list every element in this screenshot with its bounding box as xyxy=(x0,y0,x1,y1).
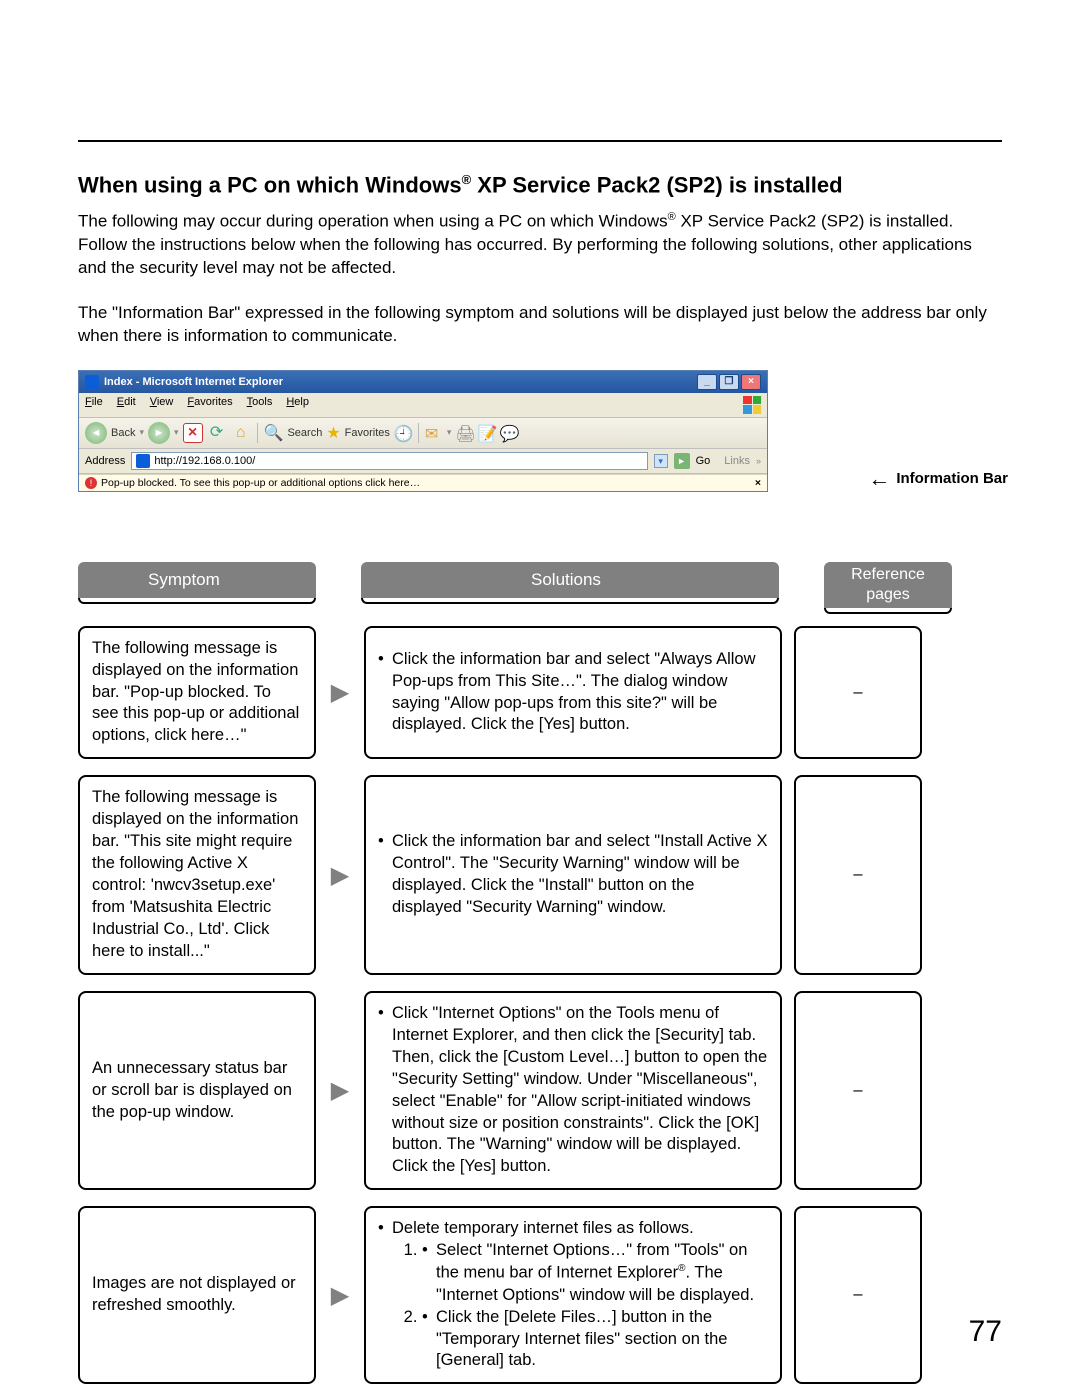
solution-cell: Delete temporary internet files as follo… xyxy=(364,1206,782,1384)
address-dropdown[interactable]: ▾ xyxy=(654,454,668,468)
favorites-label[interactable]: Favorites xyxy=(345,427,390,439)
back-button[interactable] xyxy=(85,422,107,444)
reference-cell: – xyxy=(794,1206,922,1384)
menu-favorites[interactable]: Favorites xyxy=(187,396,232,414)
links-label[interactable]: Links xyxy=(724,455,750,467)
reference-cell: – xyxy=(794,775,922,975)
ie-menubar: File Edit View Favorites Tools Help xyxy=(79,393,767,418)
info-bar-callout: Information Bar xyxy=(868,466,1008,492)
symptom-cell: The following message is displayed on th… xyxy=(78,626,316,760)
symptom-cell: The following message is displayed on th… xyxy=(78,775,316,975)
menu-view[interactable]: View xyxy=(150,396,174,414)
menu-edit[interactable]: Edit xyxy=(117,396,136,414)
symptom-cell: Images are not displayed or refreshed sm… xyxy=(78,1206,316,1384)
edit-icon[interactable]: 📝 xyxy=(477,424,495,442)
solution-cell: Click the information bar and select "Al… xyxy=(364,626,782,760)
solution-cell: Click the information bar and select "In… xyxy=(364,775,782,975)
page-number: 77 xyxy=(969,1315,1002,1349)
reference-cell: – xyxy=(794,626,922,760)
home-button[interactable]: ⌂ xyxy=(231,423,251,443)
minimize-button[interactable]: _ xyxy=(697,374,717,390)
print-icon[interactable]: 🖨 xyxy=(455,424,473,442)
reference-cell: – xyxy=(794,991,922,1191)
favorites-icon: ★ xyxy=(326,423,340,443)
symptom-cell: An unnecessary status bar or scroll bar … xyxy=(78,991,316,1191)
arrow-icon xyxy=(328,1206,352,1384)
maximize-button[interactable]: ❐ xyxy=(719,374,739,390)
ie-icon xyxy=(85,375,99,389)
go-label: Go xyxy=(696,455,711,467)
warning-icon: ! xyxy=(85,477,97,489)
table-row: Images are not displayed or refreshed sm… xyxy=(78,1206,1002,1384)
menu-file[interactable]: File xyxy=(85,396,103,414)
header-solutions: Solutions xyxy=(361,562,779,598)
table-headers: Symptom Solutions Referencepages xyxy=(78,562,1002,608)
back-label: Back xyxy=(111,427,135,439)
ie-toolbar: Back ▾ ▾ × ⟳ ⌂ 🔍 Search ★ Favorites 🕘 ✉ … xyxy=(79,418,767,449)
table-row: An unnecessary status bar or scroll bar … xyxy=(78,991,1002,1191)
discuss-icon[interactable]: 💬 xyxy=(499,424,517,442)
address-label: Address xyxy=(85,455,125,467)
menu-help[interactable]: Help xyxy=(286,396,309,414)
solution-cell: Click "Internet Options" on the Tools me… xyxy=(364,991,782,1191)
window-controls: _ ❐ × xyxy=(697,374,761,390)
address-input[interactable]: http://192.168.0.100/ xyxy=(131,452,647,470)
intro-para-1: The following may occur during operation… xyxy=(78,210,1002,279)
arrow-icon xyxy=(328,626,352,760)
ie-title-text: Index - Microsoft Internet Explorer xyxy=(104,376,283,388)
refresh-button[interactable]: ⟳ xyxy=(207,423,227,443)
information-bar[interactable]: ! Pop-up blocked. To see this pop-up or … xyxy=(79,474,767,491)
menu-tools[interactable]: Tools xyxy=(247,396,273,414)
info-bar-text: Pop-up blocked. To see this pop-up or ad… xyxy=(101,477,420,489)
mail-icon[interactable]: ✉ xyxy=(425,424,443,442)
close-button[interactable]: × xyxy=(741,374,761,390)
arrow-icon xyxy=(328,991,352,1191)
history-icon[interactable]: 🕘 xyxy=(394,424,412,442)
windows-logo-icon xyxy=(743,396,761,414)
table-row: The following message is displayed on th… xyxy=(78,775,1002,975)
arrow-icon xyxy=(328,775,352,975)
table-row: The following message is displayed on th… xyxy=(78,626,1002,760)
search-label[interactable]: Search xyxy=(287,427,322,439)
go-button[interactable] xyxy=(674,453,690,469)
intro-para-2: The "Information Bar" expressed in the f… xyxy=(78,302,1002,348)
address-value: http://192.168.0.100/ xyxy=(154,455,255,467)
forward-button[interactable] xyxy=(148,422,170,444)
ie-addressbar: Address http://192.168.0.100/ ▾ Go Links… xyxy=(79,449,767,474)
search-icon: 🔍 xyxy=(264,423,284,443)
page-heading: When using a PC on which Windows® XP Ser… xyxy=(78,172,1002,198)
info-bar-close[interactable]: × xyxy=(755,477,761,489)
ie-window: Index - Microsoft Internet Explorer _ ❐ … xyxy=(78,370,768,492)
ie-titlebar: Index - Microsoft Internet Explorer _ ❐ … xyxy=(79,371,767,393)
page-icon xyxy=(136,454,150,468)
top-divider xyxy=(78,140,1002,142)
ie-screenshot-wrap: Index - Microsoft Internet Explorer _ ❐ … xyxy=(78,370,768,492)
stop-button[interactable]: × xyxy=(183,423,203,443)
header-reference: Referencepages xyxy=(824,562,952,608)
header-symptom: Symptom xyxy=(78,562,316,598)
